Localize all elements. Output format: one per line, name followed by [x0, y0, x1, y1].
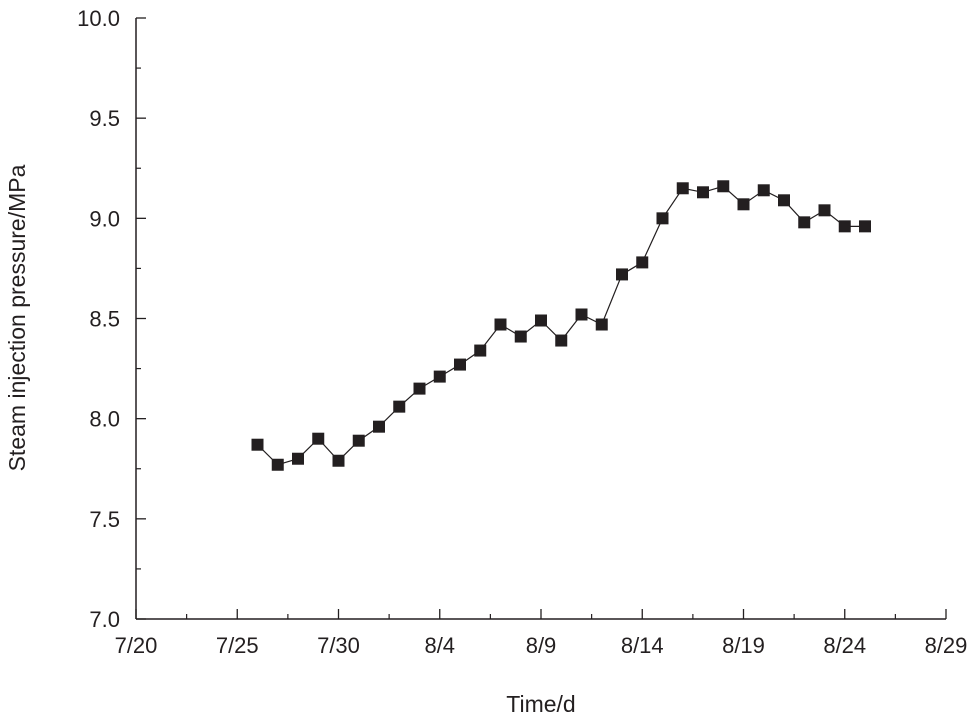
- x-tick-label: 7/25: [216, 633, 259, 658]
- data-point-marker: [352, 434, 365, 447]
- data-point-marker: [555, 334, 568, 347]
- data-point-marker: [737, 198, 750, 211]
- data-point-marker: [514, 330, 527, 343]
- y-tick-label: 8.5: [89, 307, 120, 332]
- data-point-marker: [595, 318, 608, 331]
- data-point-marker: [676, 182, 689, 195]
- x-axis-title: Time/d: [506, 691, 575, 717]
- series-line: [257, 185, 865, 466]
- data-point-marker: [393, 400, 406, 413]
- x-tick-label: 8/9: [526, 633, 557, 658]
- data-point-marker: [494, 318, 507, 331]
- data-point-marker: [271, 458, 284, 471]
- data-point-marker: [697, 186, 709, 199]
- data-point-marker: [717, 180, 730, 193]
- x-tick-label: 8/24: [823, 633, 866, 658]
- data-point-marker: [616, 268, 628, 281]
- data-point-marker: [798, 216, 811, 229]
- data-point-marker: [251, 438, 264, 451]
- y-tick-label: 9.5: [89, 106, 120, 131]
- data-point-marker: [433, 370, 446, 383]
- data-point-marker: [535, 314, 547, 327]
- data-point-marker: [818, 204, 831, 217]
- x-tick-label: 8/14: [621, 633, 664, 658]
- x-tick-label: 8/4: [424, 633, 455, 658]
- data-point-marker: [454, 358, 466, 371]
- data-point-marker: [757, 184, 770, 197]
- data-point-marker: [332, 454, 345, 467]
- data-point-marker: [636, 256, 649, 269]
- data-point-marker: [292, 452, 304, 465]
- data-series: [251, 180, 871, 471]
- data-point-marker: [373, 420, 385, 433]
- data-point-marker: [656, 212, 669, 225]
- data-point-marker: [575, 308, 588, 321]
- y-axis-title: Steam injection pressure/MPa: [4, 164, 30, 471]
- data-point-marker: [838, 220, 851, 233]
- x-tick-label: 7/30: [317, 633, 360, 658]
- data-point-marker: [474, 344, 487, 357]
- x-axis-ticks: 7/20 7/25 7/30 8/4 8/9 8/14 8/19 8/24 8/29: [115, 609, 968, 658]
- y-tick-label: 7.5: [89, 507, 120, 532]
- x-tick-label: 8/19: [722, 633, 765, 658]
- data-point-marker: [312, 432, 325, 445]
- y-axis-ticks: 7.0 7.5 8.0 8.5 9.0 9.5 10.0: [77, 6, 146, 632]
- data-point-marker: [413, 382, 426, 395]
- y-tick-label: 7.0: [89, 607, 120, 632]
- x-tick-label: 7/20: [115, 633, 158, 658]
- y-tick-label: 10.0: [77, 6, 120, 31]
- data-point-marker: [859, 220, 871, 233]
- y-tick-label: 9.0: [89, 206, 120, 231]
- y-tick-label: 8.0: [89, 407, 120, 432]
- data-point-marker: [778, 194, 790, 207]
- x-tick-label: 8/29: [925, 633, 968, 658]
